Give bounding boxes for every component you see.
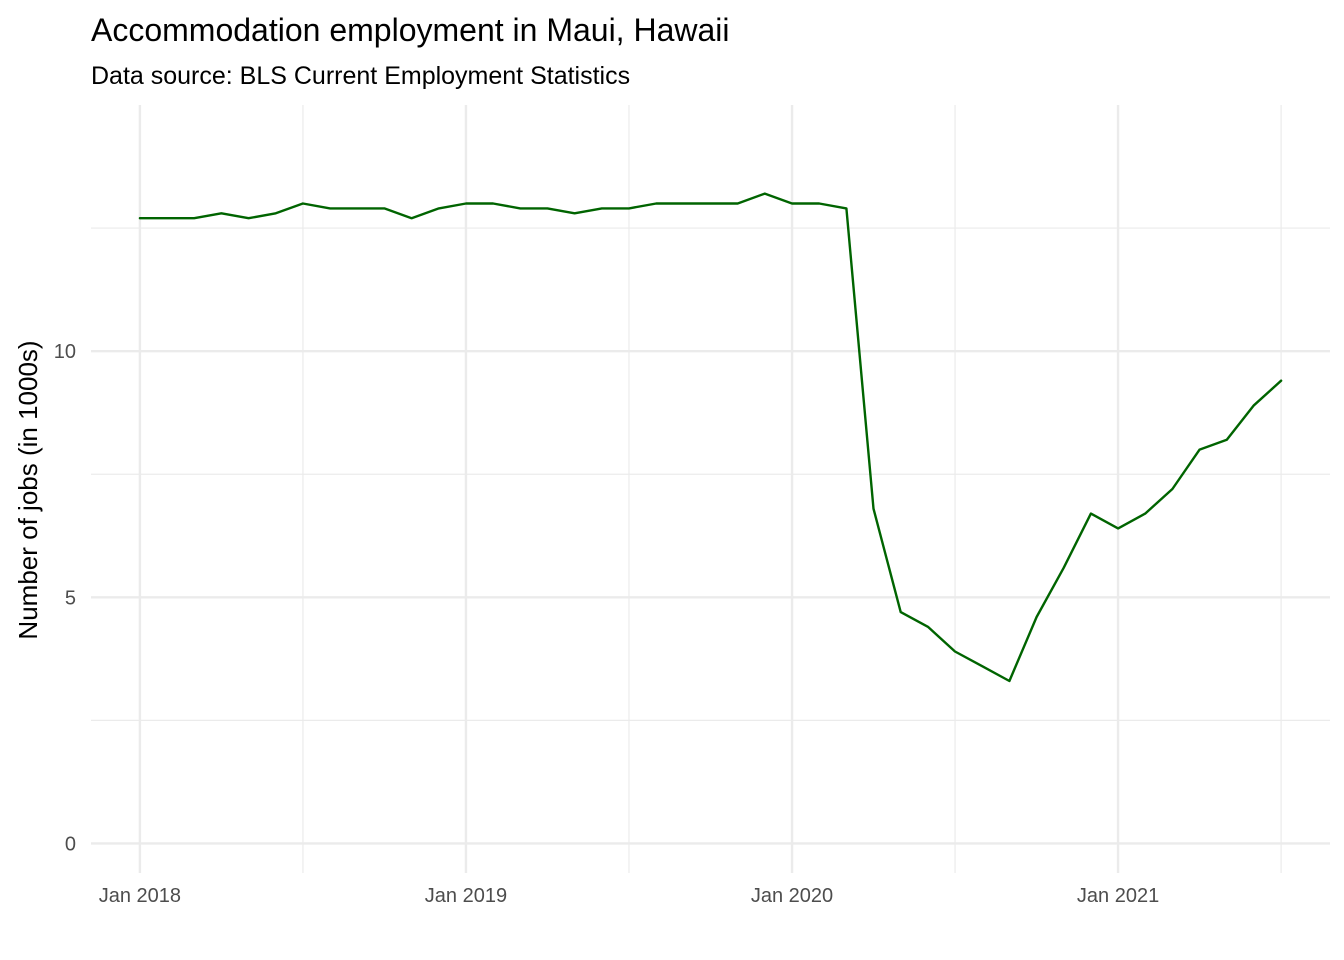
series-group (138, 192, 1283, 683)
y-tick-label: 0 (65, 833, 76, 855)
gridlines (91, 105, 1330, 873)
x-axis-ticks: Jan 2018 Jan 2019 Jan 2020 Jan 2021 (99, 885, 1159, 907)
chart-subtitle: Data source: BLS Current Employment Stat… (91, 62, 630, 90)
y-axis-label: Number of jobs (in 1000s) (13, 340, 43, 639)
x-tick-label: Jan 2018 (99, 885, 181, 907)
series-line (138, 192, 1283, 683)
y-tick-label: 10 (54, 341, 76, 363)
x-tick-label: Jan 2021 (1077, 885, 1159, 907)
chart-title: Accommodation employment in Maui, Hawaii (91, 12, 729, 48)
y-axis-ticks: 0 5 10 (54, 341, 76, 855)
x-tick-label: Jan 2020 (751, 885, 833, 907)
x-tick-label: Jan 2019 (425, 885, 507, 907)
y-tick-label: 5 (65, 587, 76, 609)
